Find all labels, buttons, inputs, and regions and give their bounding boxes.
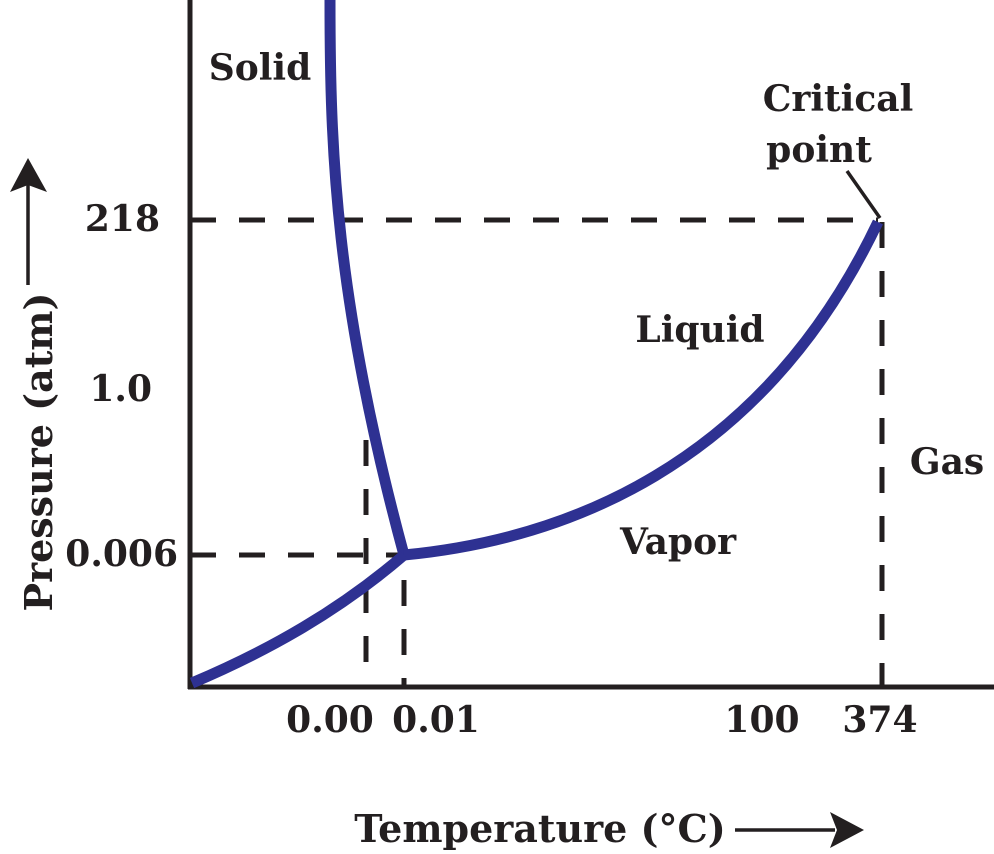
phase-curves [189, 0, 883, 689]
melting-curve [324, 0, 410, 557]
critical-point-label-line2: point [766, 129, 872, 171]
x-axis-title: Temperature (°C) [354, 806, 726, 851]
x-tick-374: 374 [842, 699, 917, 741]
x-axis-arrow-icon [735, 812, 864, 848]
reference-lines [190, 217, 885, 687]
sublimation-curve [189, 550, 408, 689]
region-label-solid: Solid [209, 47, 312, 89]
region-label-vapor: Vapor [619, 521, 737, 563]
x-tick-0-00: 0.00 [286, 699, 374, 741]
y-tick-218: 218 [85, 198, 160, 240]
y-tick-0-006: 0.006 [65, 533, 178, 575]
y-tick-1-0: 1.0 [89, 368, 152, 410]
x-tick-0-01: 0.01 [392, 699, 480, 741]
critical-point-label-line1: Critical [763, 78, 914, 120]
critical-point-pointer [845, 169, 882, 220]
vaporization-curve [403, 219, 883, 561]
region-label-gas: Gas [910, 441, 984, 483]
region-label-liquid: Liquid [635, 309, 764, 351]
y-axis-arrow-icon [10, 158, 47, 285]
y-axis-title: Pressure (atm) [16, 293, 61, 612]
x-tick-100: 100 [724, 699, 799, 741]
